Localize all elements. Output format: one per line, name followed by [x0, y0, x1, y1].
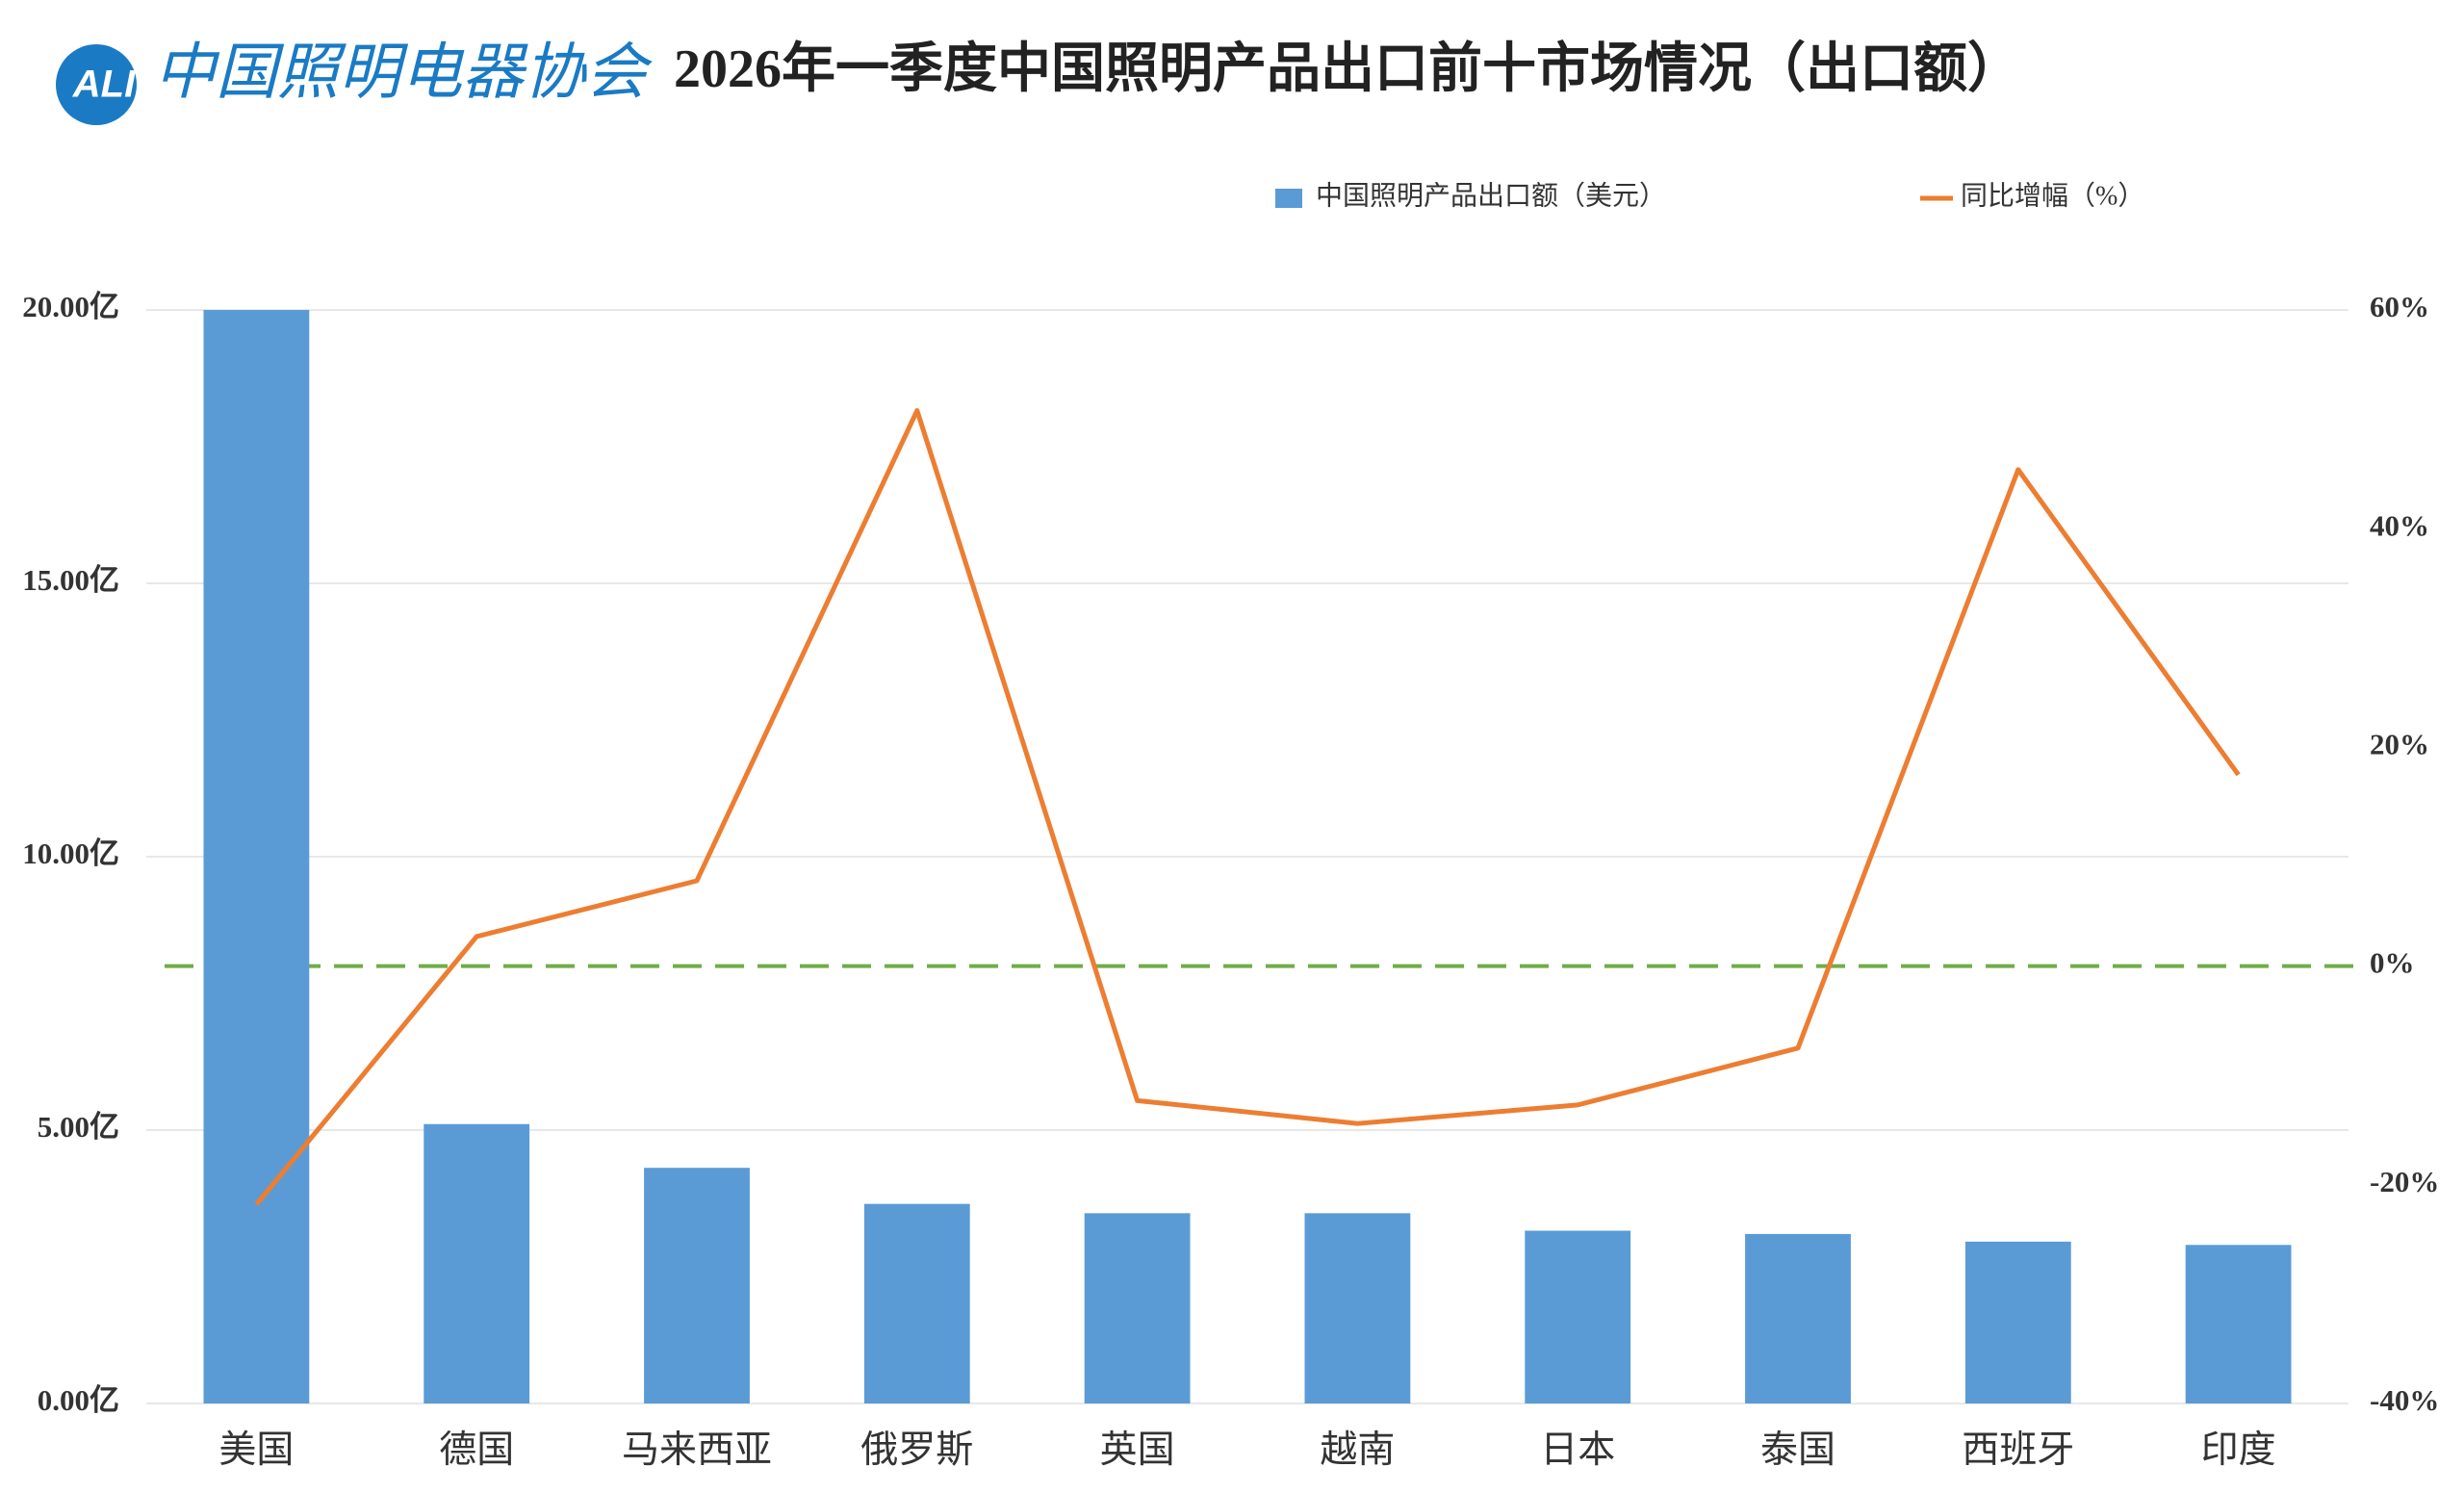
y2-tick-label: -40%	[2370, 1383, 2439, 1417]
bar	[1964, 1241, 2071, 1403]
bar	[863, 1203, 970, 1403]
bar	[424, 1123, 530, 1403]
logo-mark: ALI	[72, 64, 136, 106]
y2-tick-label: -20%	[2370, 1165, 2439, 1198]
logo: ALI 中国照明电器协会	[56, 39, 653, 125]
line	[254, 408, 2241, 1206]
x-tick-label: 西班牙	[1962, 1429, 2074, 1471]
bar	[2185, 1245, 2292, 1403]
legend-label: 中国照明产品出口额（美元）	[1316, 180, 1666, 211]
logo-circle	[56, 44, 137, 125]
bar	[1745, 1233, 1851, 1403]
y2-tick-label: 40%	[2370, 508, 2429, 542]
bar	[203, 310, 310, 1403]
y-tick-label: 10.00亿	[22, 837, 119, 870]
x-tick-label: 马来西亚	[622, 1429, 772, 1471]
x-tick-label: 日本	[1540, 1429, 1615, 1471]
x-tick-label: 德国	[439, 1429, 514, 1471]
y2-tick-label: 0%	[2370, 946, 2415, 980]
x-tick-label: 印度	[2201, 1429, 2276, 1471]
chart-title: 2026年一季度中国照明产品出口前十市场情况（出口额）	[674, 39, 2021, 99]
y-tick-label: 0.00亿	[38, 1383, 119, 1417]
x-tick-label: 越南	[1320, 1429, 1395, 1471]
y2-tick-label: 60%	[2370, 290, 2429, 323]
x-tick-label: 美国	[218, 1429, 294, 1471]
legend-swatch	[1275, 189, 1302, 208]
x-tick-label: 俄罗斯	[860, 1429, 973, 1471]
legend-label: 同比增幅（%）	[1961, 180, 2144, 211]
y-tick-label: 15.00亿	[22, 563, 119, 597]
logo-text: 中国照明电器协会	[154, 39, 653, 107]
bar	[1084, 1213, 1191, 1403]
bar	[1304, 1213, 1411, 1403]
y-tick-label: 5.00亿	[38, 1110, 119, 1144]
bar	[644, 1168, 750, 1403]
x-tick-label: 泰国	[1760, 1429, 1835, 1471]
y-tick-label: 20.00亿	[22, 290, 119, 323]
x-tick-label: 英国	[1100, 1429, 1175, 1471]
bar	[1525, 1230, 1631, 1403]
y2-tick-label: 20%	[2370, 728, 2429, 761]
